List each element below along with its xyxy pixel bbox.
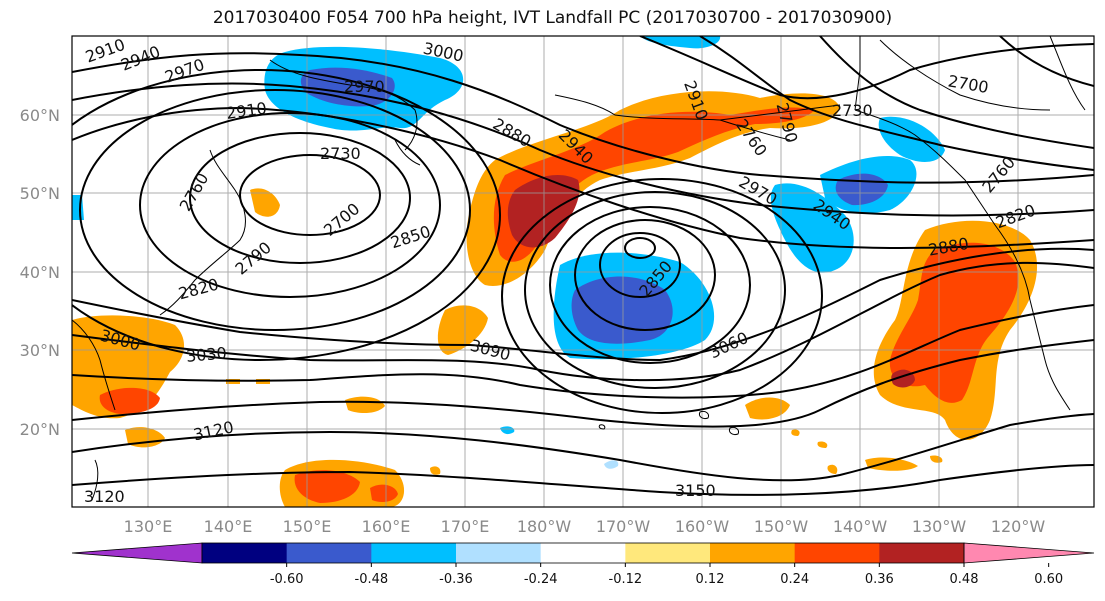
contour-label: 3150 — [675, 481, 716, 500]
colorbar-tick-label: -0.60 — [270, 572, 304, 587]
lat-label-30n: 30°N — [20, 341, 60, 360]
lon-label: 130°E — [124, 517, 173, 536]
colorbar-segment — [710, 543, 796, 563]
ivt-negative-fields — [72, 36, 945, 469]
lon-label: 140°W — [833, 517, 888, 536]
colorbar-tick-label: -0.48 — [355, 572, 389, 587]
lon-label: 150°W — [754, 517, 809, 536]
longitude-labels: 130°E 140°E 150°E 160°E 170°E 180°W 170°… — [124, 517, 1046, 536]
colorbar: -0.60 -0.48 -0.36 -0.24 -0.12 0.12 0.24 0.36 0.4… — [71, 542, 1095, 587]
contour-label: 2730 — [320, 144, 361, 163]
colorbar-extend-high — [963, 542, 1095, 564]
colorbar-segment — [202, 543, 288, 563]
colorbar-tick-label: -0.12 — [609, 572, 643, 587]
latitude-labels: 60°N 50°N 40°N 30°N 20°N — [20, 106, 60, 439]
colorbar-segment — [456, 543, 542, 563]
lon-label: 120°W — [991, 517, 1046, 536]
height-contours — [72, 36, 1094, 496]
contour-label: 2730 — [832, 101, 873, 120]
lon-label: 160°E — [362, 517, 411, 536]
map-frame — [71, 35, 1095, 508]
colorbar-tick-label: 0.60 — [1034, 572, 1063, 587]
lon-label: 130°W — [912, 517, 967, 536]
contour-label: 3120 — [84, 487, 125, 506]
colorbar-segment — [794, 543, 880, 563]
lat-label-40n: 40°N — [20, 263, 60, 282]
graticule — [72, 36, 1094, 507]
colorbar-border — [201, 542, 965, 564]
colorbar-tick-label: 0.24 — [780, 572, 809, 587]
colorbar-tick-label: -0.36 — [439, 572, 473, 587]
lon-label: 170°W — [596, 517, 651, 536]
lon-label: 180°W — [517, 517, 572, 536]
colorbar-segment — [879, 543, 965, 563]
colorbar-segment — [625, 543, 711, 563]
contour-label: 2970 — [344, 77, 385, 96]
lat-label-60n: 60°N — [20, 106, 60, 125]
colorbar-tick-label: -0.24 — [524, 572, 558, 587]
islands — [598, 411, 739, 435]
lon-label: 150°E — [283, 517, 332, 536]
map-title: 2017030400 F054 700 hPa height, IVT Land… — [212, 8, 893, 28]
lat-label-20n: 20°N — [20, 420, 60, 439]
colorbar-tick-label: 0.48 — [950, 572, 979, 587]
lon-label: 160°W — [675, 517, 730, 536]
contour-label: 3030 — [185, 343, 227, 365]
colorbar-segment — [371, 543, 457, 563]
colorbar-segment — [540, 543, 626, 563]
colorbar-extend-low — [71, 542, 203, 564]
colorbar-segment — [286, 543, 372, 563]
colorbar-tick-label: 0.12 — [696, 572, 725, 587]
colorbar-tick-label: 0.36 — [865, 572, 894, 587]
lat-label-50n: 50°N — [20, 184, 60, 203]
lon-label: 140°E — [204, 517, 253, 536]
lon-label: 170°E — [441, 517, 490, 536]
